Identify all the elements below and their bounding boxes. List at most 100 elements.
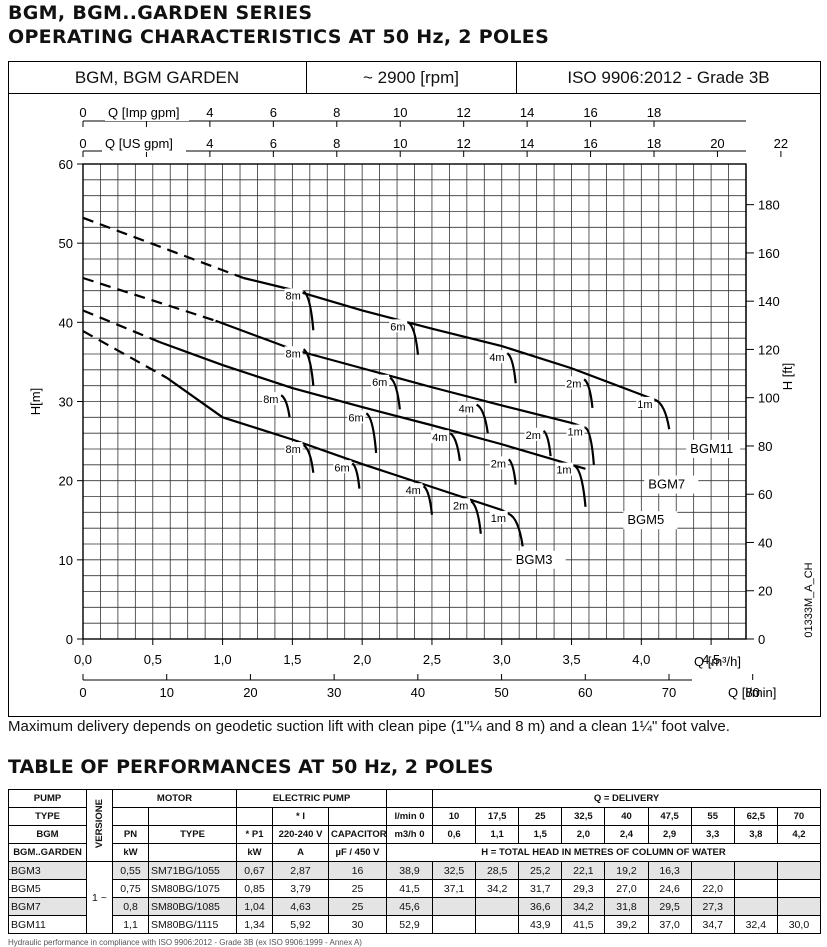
table-row: BGM5 0,75 SM80BG/1075 0,85 3,79 25 41,5 37,1 34,… [8, 879, 822, 898]
cell-head: 16,3 [647, 861, 692, 880]
suction-label-bg [452, 498, 471, 512]
cell-pump: BGM5 [8, 879, 87, 898]
cell-head [776, 861, 822, 880]
cell-pump: BGM3 [8, 861, 87, 880]
series-label-bg [511, 550, 566, 569]
imp-gpm-axis-label: Q [Imp gpm] [108, 105, 180, 120]
x-tick-label: 0,0 [74, 652, 92, 667]
suction-label-bg [389, 319, 408, 333]
series-label-bg [644, 475, 699, 494]
lmin-tick-label: 80 [745, 685, 759, 700]
suction-label-bg [457, 401, 476, 415]
th-lmin-value: 40 [604, 807, 649, 826]
th-m3h-value: 0,6 [431, 825, 477, 844]
delivery-note: Maximum delivery depends on geodetic suc… [8, 718, 730, 735]
x-tick-label: 4,0 [632, 652, 650, 667]
cell-head: 27,0 [604, 879, 649, 898]
series-line-BGM3 [166, 376, 510, 515]
th-star-i: * I [272, 807, 329, 826]
suction-curve-BGM11 [654, 398, 671, 430]
us-gpm-axis-tick-label: 4 [206, 136, 213, 151]
cell-head: 36,6 [518, 897, 563, 916]
cell-head [733, 879, 778, 898]
series-line-BGM5 [159, 341, 586, 470]
cell-capacitor: 16 [328, 861, 387, 880]
right-tick-label: 180 [758, 198, 780, 213]
us-gpm-axis-tick-label: 8 [333, 136, 340, 151]
suction-curve-BGM7 [389, 376, 401, 410]
us-gpm-axis-label: Q [US gpm] [105, 136, 173, 151]
series-label-BGM7: BGM7 [648, 477, 685, 492]
th-lmin-value: 47,5 [647, 807, 692, 826]
cell-head [431, 897, 477, 916]
cell-capacitor: 30 [328, 915, 387, 934]
cell-head: 19,2 [604, 861, 649, 880]
suction-label: 1m [637, 399, 652, 411]
us-gpm-axis-tick-label: 22 [774, 136, 788, 151]
cell-motor-type: SM80BG/1085 [148, 897, 237, 916]
suction-label-bg [371, 374, 390, 388]
th-head: H = TOTAL HEAD IN METRES OF COLUMN OF WA… [386, 843, 821, 862]
th-pump: PUMP [8, 789, 87, 808]
th-type: TYPE [8, 807, 87, 826]
footer-note: Hydraulic performance in compliance with… [8, 938, 362, 947]
series-label-BGM5: BGM5 [627, 512, 664, 527]
suction-label: 2m [453, 500, 468, 512]
right-tick-label: 140 [758, 294, 780, 309]
suction-label: 4m [489, 352, 504, 364]
imp-gpm-axis-tick-label: 18 [647, 105, 661, 120]
performance-chart: 0102030405060H[m]02040608010012014016018… [28, 104, 815, 700]
suction-label-bg [566, 424, 585, 438]
th-voltage: 220-240 V [272, 825, 329, 844]
cell-pump: BGM7 [8, 897, 87, 916]
suction-curve-BGM5 [449, 432, 461, 462]
cell-head [733, 861, 778, 880]
suction-curve-BGM7 [302, 348, 315, 386]
cell-p1: 0,67 [236, 861, 273, 880]
us-gpm-axis-tick-label: 0 [79, 136, 86, 151]
lmin-tick-label: 60 [578, 685, 592, 700]
cell-head: 34,2 [561, 897, 606, 916]
suction-label-bg [404, 483, 423, 497]
suction-label-bg [489, 510, 508, 524]
cell-motor-type: SM80BG/1075 [148, 879, 237, 898]
th-electric-pump: ELECTRIC PUMP [236, 789, 387, 808]
suction-label: 8m [263, 394, 278, 406]
cell-head: 31,8 [604, 897, 649, 916]
cell-head: 34,2 [475, 879, 520, 898]
series-dashed-BGM7 [82, 276, 216, 322]
chart-frame [8, 61, 821, 717]
th-lmin-value: 70 [776, 807, 822, 826]
header-divider [516, 61, 517, 94]
us-gpm-axis-tick-label: 10 [393, 136, 407, 151]
us-gpm-axis-tick-label: 20 [710, 136, 724, 151]
th-motor-type: TYPE [148, 825, 237, 844]
th-blank [328, 807, 387, 826]
suction-curve-BGM5 [365, 412, 378, 454]
suction-label-bg [284, 442, 303, 456]
lmin-tick-label: 10 [159, 685, 173, 700]
chart-code: 01333M_A_CH [803, 562, 815, 637]
suction-label: 6m [372, 377, 387, 389]
y-tick-label: 10 [59, 553, 73, 568]
imp-gpm-axis-tick-label: 14 [520, 105, 534, 120]
suction-label: 8m [286, 444, 301, 456]
suction-label: 8m [286, 290, 301, 302]
cell-head [475, 915, 520, 934]
suction-label: 8m [286, 348, 301, 360]
right-tick-label: 20 [758, 584, 772, 599]
x-axis-label: Q [m³/h] [694, 654, 741, 669]
right-tick-label: 80 [758, 439, 772, 454]
right-axis-label: H [ft] [780, 363, 795, 390]
th-blank [148, 843, 237, 862]
series-dashed-BGM3 [82, 330, 168, 379]
us-gpm-axis-tick-label: 14 [520, 136, 534, 151]
suction-label-bg [555, 462, 574, 476]
x-tick-label: 2,0 [353, 652, 371, 667]
series-label-bg [686, 439, 741, 458]
cell-head-0: 38,9 [386, 861, 433, 880]
th-lmin-value: 55 [690, 807, 735, 826]
cell-head: 37,1 [431, 879, 477, 898]
cell-head: 43,9 [518, 915, 563, 934]
suction-label: 4m [459, 404, 474, 416]
